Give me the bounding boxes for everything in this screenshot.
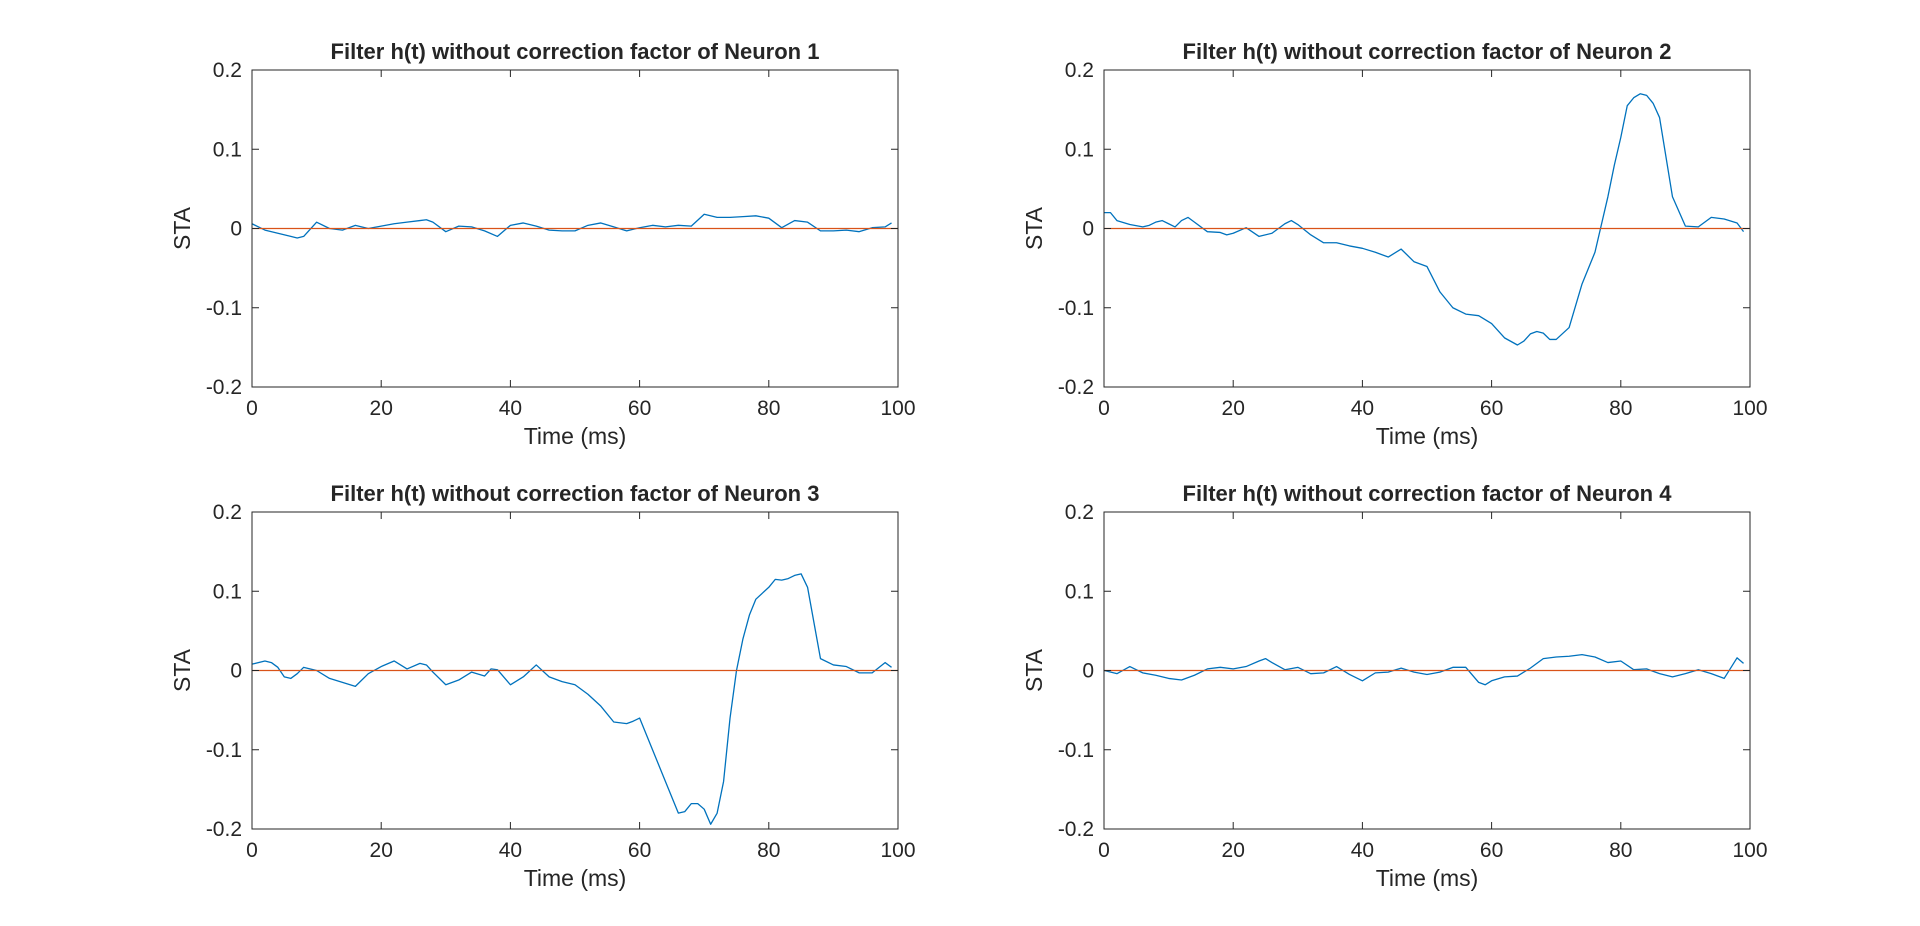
series-line-sta [252,213,892,239]
chart-title: Filter h(t) without correction factor of… [1183,39,1672,64]
y-tick-label: -0.2 [1058,818,1094,841]
series-line-sta [1104,93,1745,346]
x-tick-label: 60 [628,397,651,420]
x-tick-label: 0 [246,839,258,862]
chart-title: Filter h(t) without correction factor of… [1183,481,1673,506]
x-tick-label: 0 [1098,839,1110,862]
x-tick-label: 60 [628,839,651,862]
y-tick-label: 0 [1082,660,1094,683]
x-tick-label: 80 [1609,839,1632,862]
x-tick-label: 80 [757,839,780,862]
y-tick-label: -0.1 [1058,297,1094,320]
subplot-2: 0 20 40 60 80 100 0.2 0.1 0 -0.1 -0.2 Filter h(t) w… [1021,39,1768,449]
x-tick-label: 0 [246,397,258,420]
y-tick-label: -0.2 [206,818,242,841]
subplot-3: 0 20 40 60 80 100 0.2 0.1 0 -0.1 -0.2 Filter h(t) w… [169,481,916,891]
y-tick-label: 0 [1082,218,1094,241]
subplot-1: 0 20 40 60 80 100 0.2 0.1 0 -0.1 -0.2 Filter h(t) w… [169,39,916,449]
x-tick-label: 100 [880,397,915,420]
y-tick-label: -0.2 [1058,376,1094,399]
y-tick-label: 0.1 [213,138,242,161]
x-tick-label: 20 [1222,839,1245,862]
y-tick-label: 0.1 [213,580,242,603]
chart-title: Filter h(t) without correction factor of… [331,481,820,506]
x-tick-label: 80 [1609,397,1632,420]
y-tick-label: -0.1 [206,739,242,762]
x-axis-label: Time (ms) [524,865,627,891]
series-line-sta [252,573,892,825]
y-tick-label: 0.1 [1065,138,1094,161]
y-tick-label: 0.2 [213,501,242,524]
x-tick-label: 0 [1098,397,1110,420]
y-axis-label: STA [169,648,195,692]
y-tick-label: 0.1 [1065,580,1094,603]
x-tick-label: 80 [757,397,780,420]
x-tick-label: 40 [1351,397,1374,420]
y-tick-label: 0 [230,218,242,241]
x-tick-label: 20 [370,839,393,862]
x-tick-label: 100 [880,839,915,862]
y-axis-label: STA [1021,648,1047,692]
x-tick-label: 100 [1732,397,1767,420]
x-axis-label: Time (ms) [524,423,627,449]
y-tick-label: -0.2 [206,376,242,399]
x-tick-label: 100 [1732,839,1767,862]
y-axis-label: STA [1021,206,1047,250]
y-axis-label: STA [169,206,195,250]
x-tick-label: 40 [1351,839,1374,862]
y-tick-label: 0.2 [1065,501,1094,524]
chart-title: Filter h(t) without correction factor of… [331,39,820,64]
x-tick-label: 40 [499,397,522,420]
x-tick-label: 60 [1480,839,1503,862]
x-tick-label: 60 [1480,397,1503,420]
y-tick-label: 0.2 [1065,59,1094,82]
x-tick-label: 20 [1222,397,1245,420]
y-tick-label: -0.1 [206,297,242,320]
subplot-4: 0 20 40 60 80 100 0.2 0.1 0 -0.1 -0.2 Filter h(t) w… [1021,481,1768,891]
x-axis-label: Time (ms) [1376,865,1479,891]
x-tick-label: 20 [370,397,393,420]
y-tick-label: 0.2 [213,59,242,82]
y-tick-label: 0 [230,660,242,683]
x-axis-label: Time (ms) [1376,423,1479,449]
series-line-sta [1104,654,1744,686]
x-tick-label: 40 [499,839,522,862]
y-tick-label: -0.1 [1058,739,1094,762]
